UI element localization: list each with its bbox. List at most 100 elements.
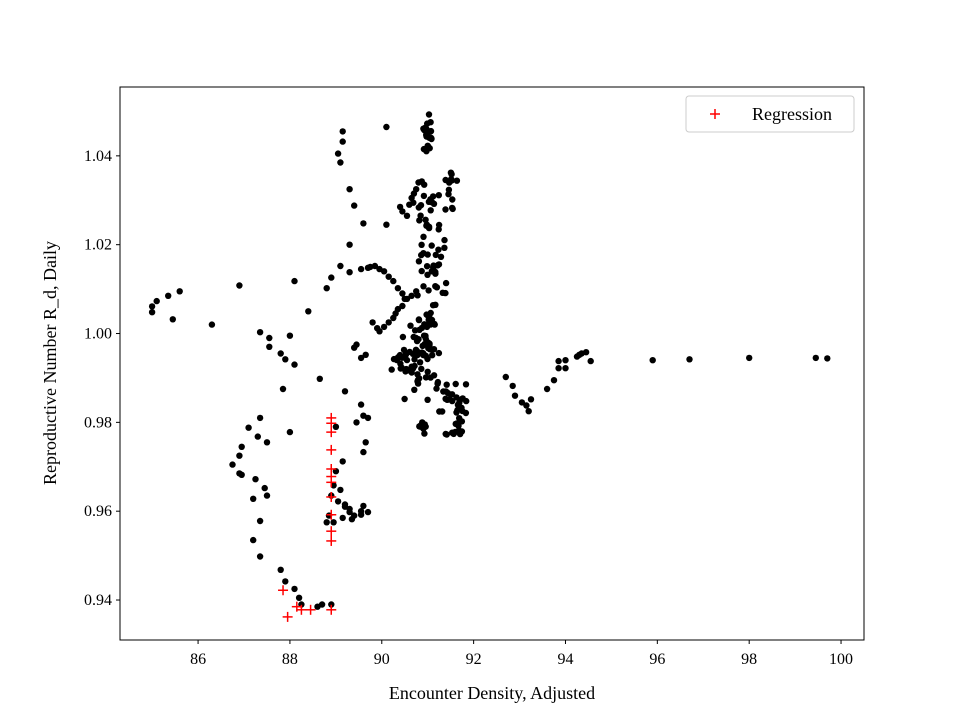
data-point	[429, 352, 436, 359]
data-point	[425, 198, 433, 205]
data-point	[445, 191, 452, 198]
data-point	[421, 126, 428, 134]
data-point	[314, 603, 321, 610]
data-point	[371, 262, 379, 270]
data-point	[305, 308, 312, 315]
x-tick-label: 98	[741, 651, 757, 668]
data-point	[383, 221, 390, 228]
data-point	[388, 366, 395, 373]
data-point	[357, 401, 365, 408]
data-point	[462, 409, 470, 417]
data-point	[417, 212, 424, 219]
data-point	[339, 458, 346, 465]
y-tick-label: 1.02	[84, 237, 112, 254]
data-point	[418, 178, 425, 185]
data-point	[323, 519, 330, 526]
data-point	[364, 414, 372, 422]
plot-area	[120, 87, 864, 640]
data-point	[433, 385, 440, 392]
data-point	[444, 389, 452, 397]
regression-point	[326, 604, 337, 615]
data-point	[525, 408, 532, 415]
y-tick-label: 1.00	[84, 326, 112, 343]
data-point	[686, 356, 693, 363]
data-point	[236, 282, 243, 289]
data-point	[448, 177, 455, 184]
y-tick-label: 0.98	[84, 414, 112, 431]
data-point	[420, 233, 427, 240]
data-point	[587, 357, 594, 365]
data-point	[250, 495, 257, 502]
data-point	[286, 428, 294, 436]
regression-point	[282, 611, 293, 622]
data-point	[208, 321, 216, 328]
data-point	[376, 328, 383, 335]
data-point	[256, 414, 264, 422]
x-tick-label: 92	[466, 651, 482, 668]
data-point	[252, 476, 259, 483]
data-point	[339, 128, 346, 135]
data-point	[316, 375, 323, 382]
data-point	[153, 297, 160, 305]
axes-frame	[119, 86, 865, 641]
data-point	[427, 207, 434, 214]
data-point	[245, 424, 252, 431]
data-point	[411, 386, 418, 393]
legend-marker-regression	[710, 109, 720, 119]
data-point	[357, 511, 365, 518]
data-point	[346, 505, 353, 513]
data-point	[332, 423, 340, 430]
data-point	[444, 396, 451, 403]
data-point	[418, 251, 425, 259]
data-point	[406, 348, 413, 356]
x-tick-label: 88	[282, 651, 298, 668]
data-point	[346, 241, 353, 248]
data-point	[435, 192, 442, 199]
data-point	[527, 396, 535, 403]
data-point	[279, 385, 287, 393]
data-point	[385, 319, 392, 326]
data-point	[256, 517, 264, 525]
data-point	[442, 206, 449, 213]
data-point	[360, 502, 367, 510]
data-point	[229, 461, 236, 468]
y-tick-label: 0.94	[84, 592, 112, 609]
data-point	[348, 516, 356, 523]
data-point	[341, 501, 349, 508]
data-point	[291, 585, 298, 593]
data-point	[555, 357, 562, 365]
data-point	[351, 202, 358, 209]
data-point	[295, 594, 303, 601]
data-point	[424, 120, 431, 127]
data-point	[419, 342, 426, 350]
data-point	[550, 377, 558, 384]
regression-point	[326, 477, 337, 488]
data-point	[369, 319, 376, 326]
data-point	[401, 395, 408, 403]
data-point	[448, 204, 456, 212]
data-point	[424, 271, 431, 278]
data-point	[148, 303, 156, 310]
data-point	[436, 408, 443, 415]
data-point	[441, 244, 448, 251]
data-point	[418, 365, 425, 373]
data-point	[360, 220, 367, 227]
data-point	[330, 519, 337, 526]
data-point	[402, 368, 409, 375]
data-point	[385, 273, 392, 280]
data-point	[582, 349, 590, 356]
data-point	[357, 354, 365, 362]
data-point	[455, 422, 462, 430]
data-point	[346, 186, 353, 193]
data-point	[282, 578, 289, 585]
data-point	[425, 111, 433, 118]
data-point	[254, 433, 261, 440]
x-tick-label: 100	[829, 651, 853, 668]
data-point	[435, 261, 443, 268]
data-point	[403, 212, 411, 219]
data-point	[165, 292, 172, 299]
data-point	[421, 430, 428, 437]
data-point	[277, 350, 284, 357]
data-point	[364, 508, 372, 516]
data-point	[416, 359, 424, 366]
